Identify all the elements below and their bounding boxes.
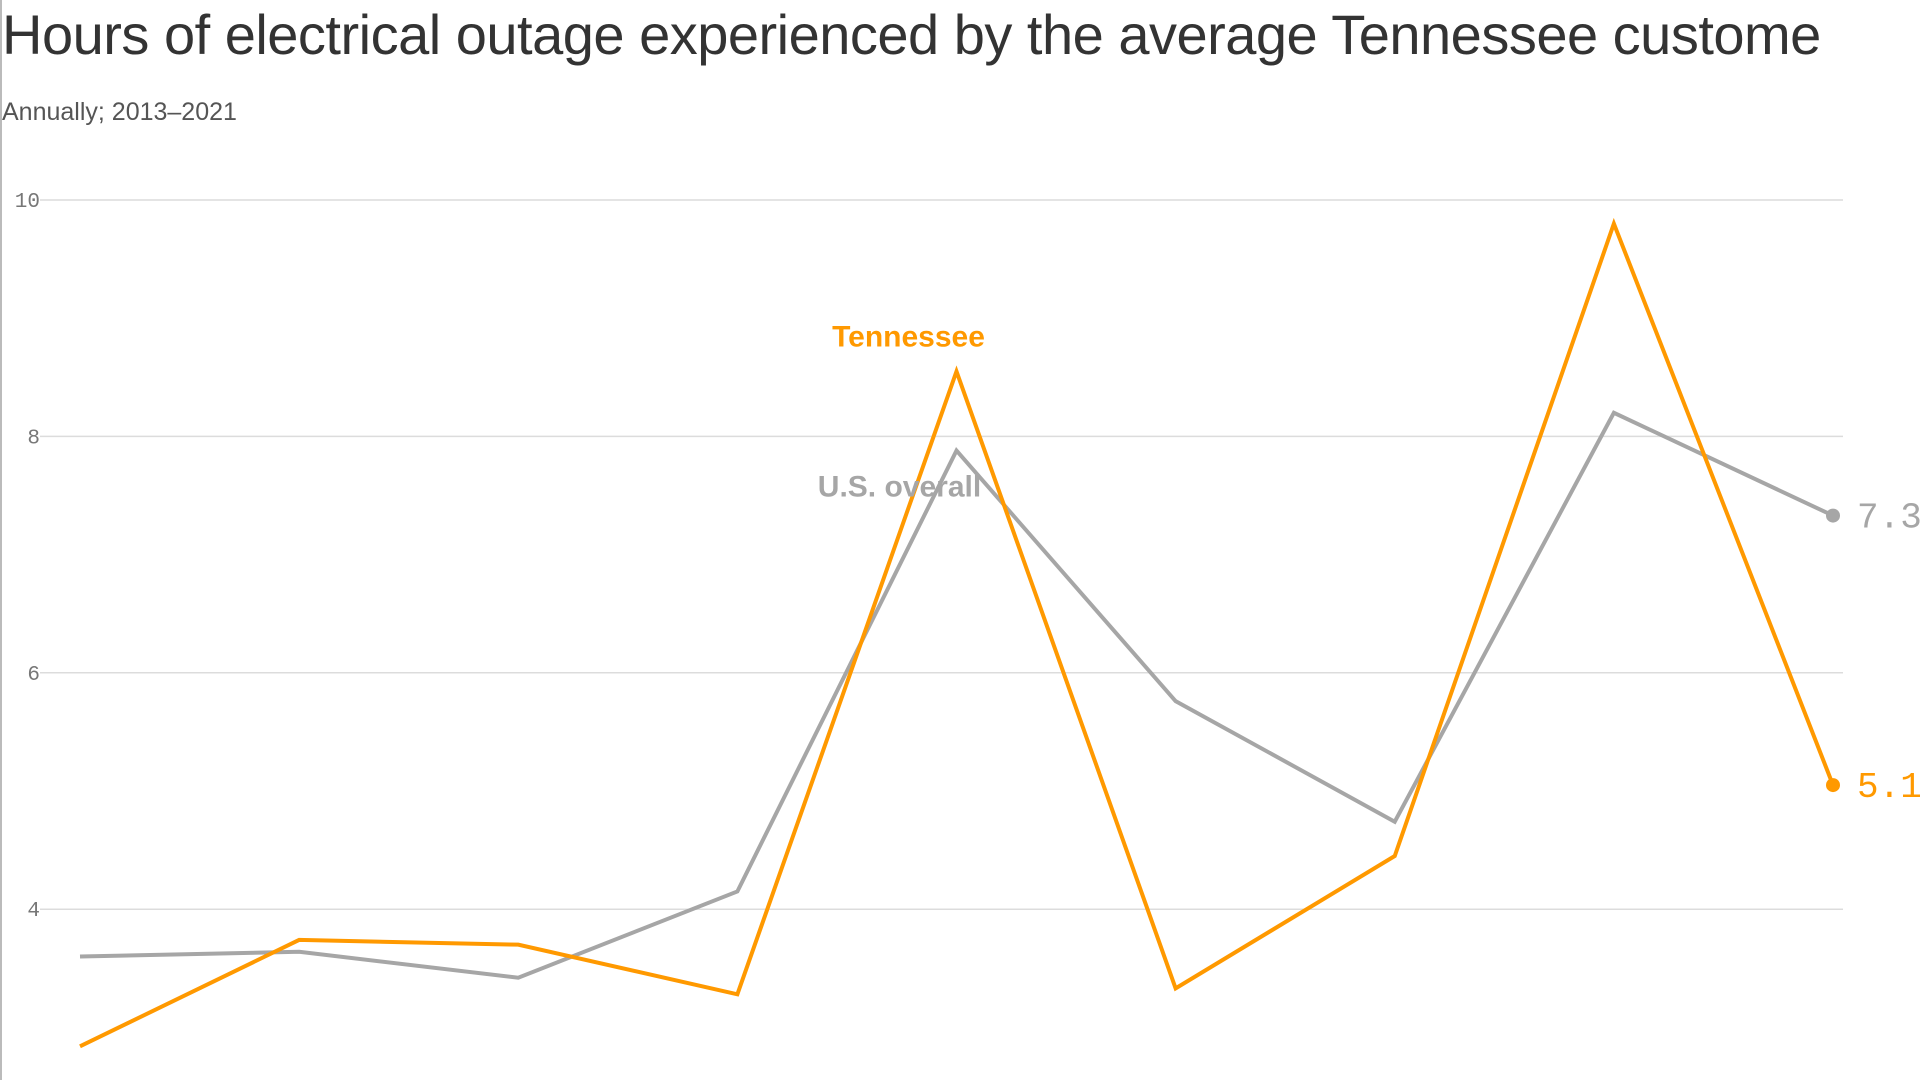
series-line-tennessee [79, 217, 1835, 1049]
series-label-tennessee: Tennessee [832, 320, 985, 353]
series-line-u-s-overall [79, 410, 1834, 980]
chart-subtitle: Annually; 2013–2021 [2, 98, 237, 126]
series-label-us-overall: U.S. overall [818, 471, 981, 504]
end-value-label: 5.1 [1857, 767, 1920, 808]
y-tick-label: 4 [27, 900, 40, 923]
left-border [0, 0, 2, 1080]
y-tick-label: 8 [27, 427, 40, 450]
y-tick-label: 10 [15, 191, 40, 214]
chart-title: Hours of electrical outage experienced b… [2, 3, 1821, 66]
end-point [1826, 508, 1840, 523]
end-value-label: 7.3 [1857, 498, 1920, 539]
y-tick-label: 6 [27, 664, 40, 687]
end-point [1826, 778, 1840, 793]
